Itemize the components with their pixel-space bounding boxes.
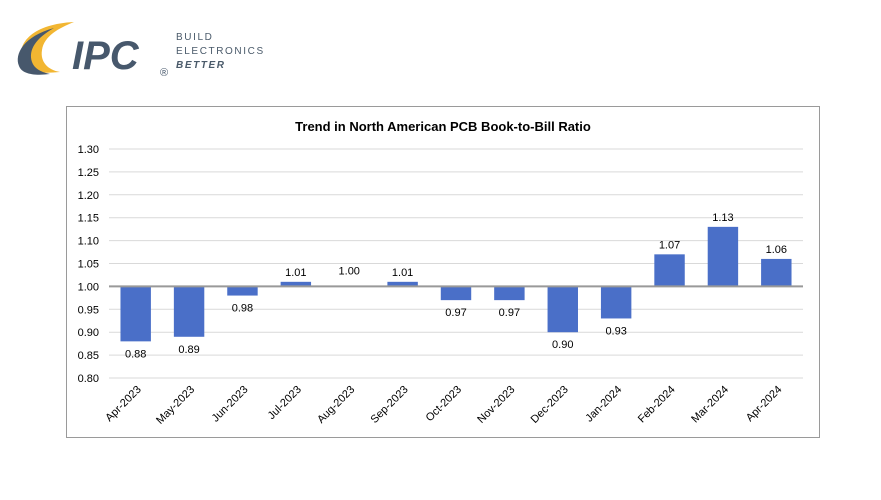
data-label: 1.13 bbox=[712, 212, 733, 224]
data-label: 0.90 bbox=[552, 339, 573, 351]
book-to-bill-bar-chart: Trend in North American PCB Book-to-Bill… bbox=[78, 119, 803, 427]
y-tick-label: 0.90 bbox=[78, 327, 99, 339]
logo-tagline-line-1: BUILD bbox=[176, 32, 213, 43]
data-label: 0.97 bbox=[499, 307, 520, 319]
bar-nov-2023 bbox=[494, 286, 525, 301]
bar-feb-2024 bbox=[654, 254, 685, 287]
y-tick-label: 1.05 bbox=[78, 259, 99, 271]
x-tick-label: Feb-2024 bbox=[636, 384, 678, 426]
data-label: 1.06 bbox=[766, 244, 787, 256]
data-label: 1.07 bbox=[659, 239, 680, 251]
y-tick-label: 1.20 bbox=[78, 190, 99, 202]
bar-dec-2023 bbox=[547, 286, 578, 333]
x-tick-label: Jul-2023 bbox=[266, 384, 304, 422]
x-axis-tick-labels: Apr-2023 May-2023 Jun-2023 Jul-2023 Aug-2023… bbox=[103, 384, 784, 427]
data-label: 1.00 bbox=[339, 265, 360, 277]
bars bbox=[120, 226, 792, 342]
logo-tagline-line-2: ELECTRONICS bbox=[176, 46, 265, 57]
x-tick-label: Apr-2024 bbox=[744, 384, 784, 424]
logo-tagline-line-3: BETTER bbox=[176, 60, 226, 71]
y-tick-label: 0.85 bbox=[78, 350, 99, 362]
y-tick-label: 1.30 bbox=[78, 144, 99, 156]
y-tick-label: 0.95 bbox=[78, 304, 99, 316]
data-label: 0.97 bbox=[445, 307, 466, 319]
bar-mar-2024 bbox=[707, 226, 739, 287]
logo-swoosh-navy bbox=[17, 28, 55, 75]
data-label: 0.88 bbox=[125, 348, 146, 360]
x-tick-label: Oct-2023 bbox=[424, 384, 464, 424]
y-axis-tick-labels: 0.80 0.85 0.90 0.95 1.00 1.05 1.10 1.15 1.20 1.25… bbox=[78, 144, 99, 385]
bar-apr-2024 bbox=[761, 258, 792, 287]
ipc-logo-mark: IPC ® BUILD ELECTRONICS BETTER bbox=[17, 22, 265, 79]
bar-jan-2024 bbox=[600, 286, 632, 319]
chart-title: Trend in North American PCB Book-to-Bill… bbox=[295, 119, 591, 134]
x-tick-label: Jan-2024 bbox=[583, 384, 624, 425]
data-label: 0.98 bbox=[232, 303, 253, 315]
x-tick-label: Apr-2023 bbox=[103, 384, 143, 424]
data-label: 1.01 bbox=[285, 267, 306, 279]
y-tick-label: 1.10 bbox=[78, 236, 99, 248]
bar-apr-2023 bbox=[120, 286, 151, 342]
x-tick-label: Nov-2023 bbox=[475, 384, 517, 426]
x-tick-label: Aug-2023 bbox=[315, 384, 357, 426]
x-tick-label: Mar-2024 bbox=[689, 384, 731, 426]
chart-frame: Trend in North American PCB Book-to-Bill… bbox=[66, 106, 820, 438]
bar-jul-2023 bbox=[280, 281, 312, 287]
y-tick-label: 1.00 bbox=[78, 281, 99, 293]
x-tick-label: Sep-2023 bbox=[369, 384, 411, 426]
logo-swoosh-gold bbox=[20, 22, 74, 73]
ipc-logo: IPC ® BUILD ELECTRONICS BETTER bbox=[14, 14, 274, 84]
logo-brand-text: IPC bbox=[72, 34, 140, 78]
gridlines bbox=[109, 148, 803, 379]
bar-may-2023 bbox=[173, 286, 205, 337]
y-tick-label: 0.80 bbox=[78, 373, 99, 385]
data-label: 0.93 bbox=[605, 325, 626, 337]
y-tick-label: 1.25 bbox=[78, 167, 99, 179]
logo-registered-mark: ® bbox=[160, 67, 168, 79]
data-labels: 0.88 0.89 0.98 1.01 1.00 1.01 0.97 0.97 0.90 0.93… bbox=[125, 212, 787, 360]
bar-sep-2023 bbox=[387, 281, 418, 287]
x-tick-label: Dec-2023 bbox=[529, 384, 571, 426]
x-tick-label: Jun-2023 bbox=[210, 384, 251, 425]
y-tick-label: 1.15 bbox=[78, 213, 99, 225]
x-tick-label: May-2023 bbox=[154, 384, 197, 427]
bar-oct-2023 bbox=[440, 286, 472, 301]
data-label: 0.89 bbox=[178, 344, 199, 356]
bar-jun-2023 bbox=[227, 286, 258, 296]
data-label: 1.01 bbox=[392, 267, 413, 279]
